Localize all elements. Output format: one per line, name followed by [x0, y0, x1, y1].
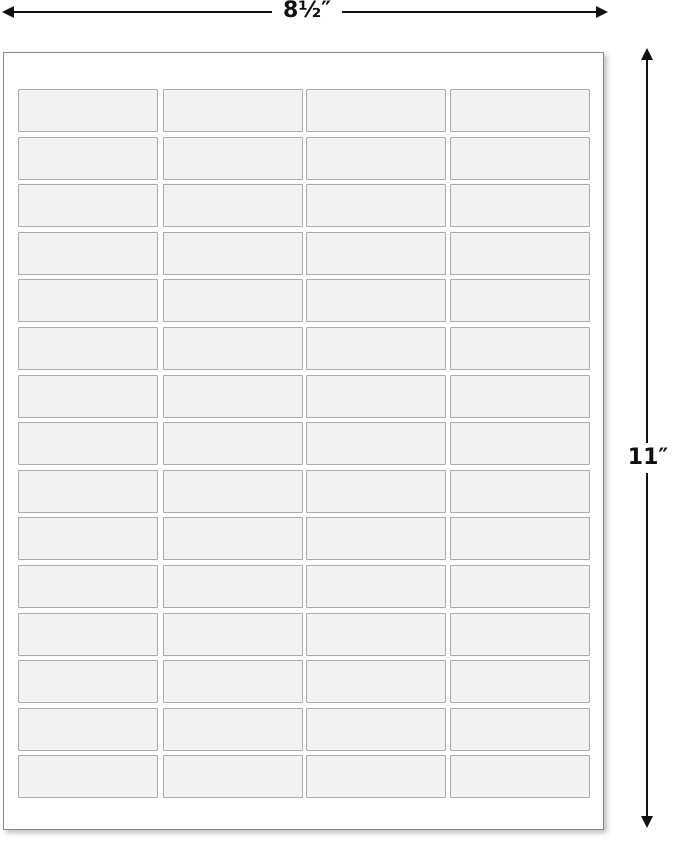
- label-cell: [450, 565, 590, 608]
- label-cell: [163, 231, 303, 275]
- label-cell: [450, 660, 590, 704]
- arrow-down-icon: [641, 816, 653, 828]
- label-cell: [450, 374, 590, 418]
- label-cell: [163, 612, 303, 656]
- label-cell: [163, 755, 303, 799]
- label-cell: [450, 517, 590, 561]
- label-cell: [306, 422, 446, 466]
- label-cell: [450, 422, 590, 466]
- label-cell: [163, 422, 303, 466]
- label-sheet: [3, 52, 604, 830]
- label-cell: [163, 660, 303, 704]
- label-cell: [306, 517, 446, 561]
- label-cell: [306, 279, 446, 323]
- label-cell: [163, 327, 303, 370]
- label-cell: [306, 231, 446, 275]
- label-cell: [450, 279, 590, 323]
- label-cell: [163, 184, 303, 228]
- label-cell: [18, 517, 158, 561]
- label-cell: [18, 184, 158, 228]
- label-cell: [306, 612, 446, 656]
- label-cell: [18, 660, 158, 704]
- label-cell: [163, 565, 303, 608]
- label-cell: [163, 89, 303, 132]
- arrow-up-icon: [641, 48, 653, 60]
- label-cell: [306, 374, 446, 418]
- label-cell: [163, 517, 303, 561]
- label-cell: [163, 374, 303, 418]
- label-cell: [306, 565, 446, 608]
- label-cell: [306, 660, 446, 704]
- label-cell: [450, 612, 590, 656]
- label-cell: [18, 422, 158, 466]
- label-cell: [163, 136, 303, 180]
- label-cell: [450, 89, 590, 132]
- label-cell: [18, 136, 158, 180]
- label-cell: [450, 755, 590, 799]
- label-cell: [18, 565, 158, 608]
- label-cell: [18, 374, 158, 418]
- label-cell: [306, 184, 446, 228]
- label-cell: [18, 755, 158, 799]
- label-cell: [18, 279, 158, 323]
- label-cell: [18, 612, 158, 656]
- label-cell: [18, 231, 158, 275]
- label-cell: [450, 184, 590, 228]
- label-cell: [18, 707, 158, 751]
- label-cell: [163, 707, 303, 751]
- label-cell: [163, 279, 303, 323]
- label-cell: [18, 89, 158, 132]
- label-cell: [450, 231, 590, 275]
- height-arrow-line: [646, 56, 648, 822]
- label-cell: [306, 89, 446, 132]
- label-cell: [450, 469, 590, 513]
- label-cell: [18, 327, 158, 370]
- arrow-right-icon: [596, 6, 608, 18]
- label-cell: [450, 327, 590, 370]
- label-cell: [306, 136, 446, 180]
- label-cell: [450, 707, 590, 751]
- label-cell: [306, 327, 446, 370]
- label-cell: [18, 469, 158, 513]
- height-label: 11″: [624, 443, 672, 473]
- width-label: 8½″: [272, 0, 342, 25]
- label-cell: [306, 469, 446, 513]
- label-cell: [450, 136, 590, 180]
- label-cell: [306, 755, 446, 799]
- label-cell: [163, 469, 303, 513]
- arrow-left-icon: [2, 6, 14, 18]
- label-cell: [306, 707, 446, 751]
